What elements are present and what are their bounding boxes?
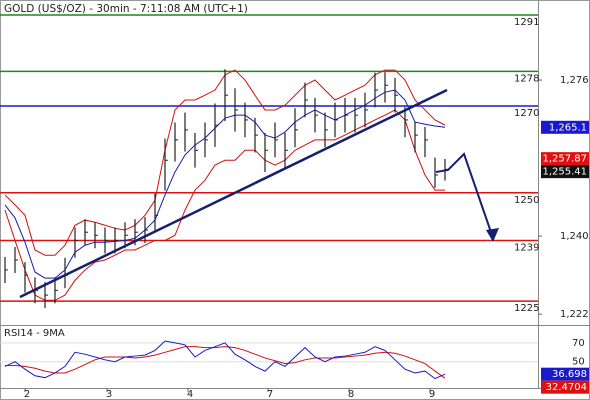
- rsi-tick-label: 70: [572, 338, 585, 349]
- price-badge-label: 36.698: [552, 369, 587, 380]
- price-badge: [541, 380, 589, 394]
- price-panel: 1,222 1,240 1,276 2 3 4 7 8 9 1291 1278 1270 1250 123…: [0, 14, 589, 400]
- y-tick-label: 1,240: [560, 231, 589, 242]
- price-badge-label: 1,265.1: [549, 122, 587, 133]
- price-badge: [541, 152, 589, 166]
- y-tick-label: 1,276: [560, 75, 589, 86]
- arrow-head: [486, 228, 499, 242]
- forecast-arrow: [435, 152, 494, 239]
- y-tick-label: 1,222: [560, 309, 589, 320]
- level-label: 1239: [514, 242, 539, 253]
- x-tick-label: 7: [267, 389, 273, 400]
- rsi-title: RSI14 - 9MA: [4, 328, 65, 339]
- trend-line: [19, 88, 448, 299]
- price-badge: [541, 120, 589, 134]
- price-badge-label: 32.4704: [546, 382, 587, 393]
- price-badge-label: 1,257.87: [542, 154, 587, 165]
- rsi-ma-line: [5, 346, 446, 379]
- level-label: 1291: [514, 17, 539, 28]
- chart-title: GOLD (US$/OZ) - 30min - 7:11:08 AM (UTC+…: [4, 3, 248, 15]
- x-tick-label: 4: [187, 389, 193, 400]
- x-tick-label: 8: [348, 389, 354, 400]
- rsi-line: [4, 340, 446, 380]
- level-label: 1225: [514, 303, 539, 314]
- level-label: 1250: [514, 195, 539, 206]
- lower-band: [4, 109, 445, 301]
- price-badge-label: 1,255.41: [542, 167, 587, 178]
- x-tick-label: 3: [106, 389, 112, 400]
- x-tick-label: 9: [429, 389, 435, 400]
- price-badge: [541, 367, 589, 381]
- x-tick-label: 2: [24, 389, 30, 400]
- price-badge: [541, 165, 589, 179]
- rsi-tick-label: 50: [572, 357, 585, 368]
- level-label: 1278: [514, 73, 539, 84]
- level-label: 1270: [514, 108, 539, 119]
